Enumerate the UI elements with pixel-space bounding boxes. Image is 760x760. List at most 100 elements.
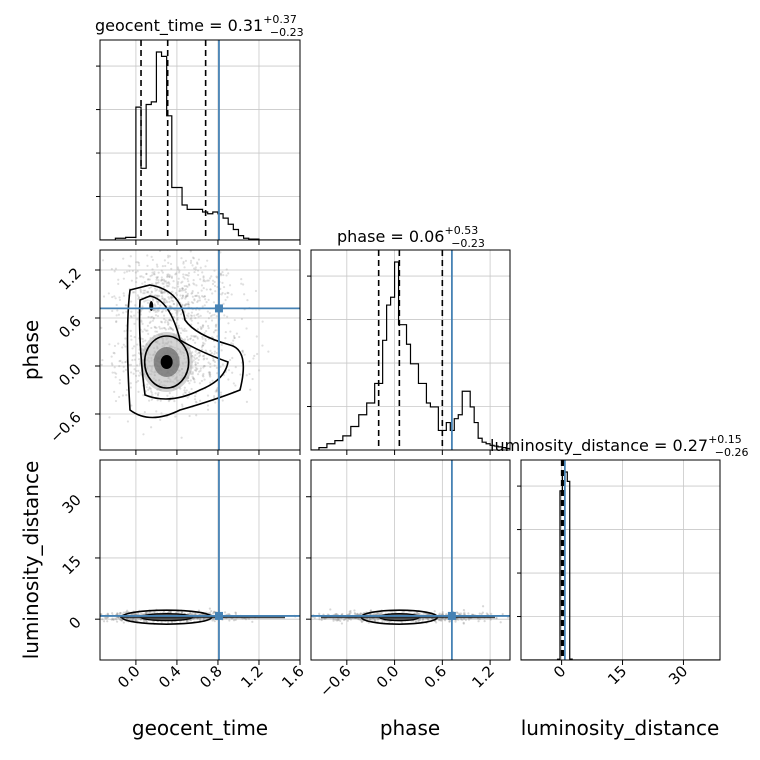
scatter-point [243, 353, 246, 356]
scatter-point [169, 295, 172, 298]
scatter-point [427, 613, 430, 616]
scatter-point [183, 284, 186, 288]
scatter-point [163, 327, 167, 330]
scatter-point [119, 611, 122, 615]
scatter-point [150, 326, 153, 330]
scatter-point [139, 371, 142, 374]
scatter-point [204, 320, 208, 323]
hist-phase-plot-area [311, 250, 510, 450]
scatter-point [155, 263, 159, 266]
scatter-point [213, 313, 216, 316]
scatter-point [202, 344, 205, 347]
title-luminosity-distance: luminosity_distance = 0.27+0.15 −0.26 [490, 433, 749, 459]
panel-border [99, 39, 301, 241]
scatter-point [158, 295, 161, 298]
scatter-point [189, 619, 193, 622]
scatter-point [197, 299, 200, 302]
scatter-point [418, 619, 421, 622]
scatter-point [213, 620, 216, 623]
scatter-point [137, 261, 141, 265]
scatter-point [178, 269, 181, 272]
scatter-point [211, 279, 215, 282]
scatter-point [129, 382, 132, 385]
hist-geocent-time-plot-area [100, 40, 300, 240]
scatter-point [155, 410, 158, 413]
scatter-point [201, 355, 205, 358]
scatter-point [244, 618, 248, 621]
scatter-point [136, 619, 139, 623]
scatter-point [176, 316, 179, 319]
scatter-point [192, 257, 196, 260]
scatter-point [171, 290, 174, 293]
scatter-point [216, 285, 219, 289]
scatter-point [221, 291, 224, 295]
scatter-point [168, 300, 171, 303]
scatter-point [181, 287, 184, 290]
scatter-point [208, 277, 212, 280]
scatter-point [183, 389, 186, 392]
scatter-point [215, 390, 219, 393]
scatter-point [168, 297, 171, 300]
scatter-point [224, 292, 227, 295]
scatter-point [463, 613, 466, 616]
scatter-point [193, 335, 196, 338]
scatter-point [187, 315, 190, 318]
scatter-point [189, 611, 192, 614]
scatter-point [137, 295, 140, 298]
scatter-point [214, 325, 218, 328]
scatter-point [234, 612, 237, 615]
scatter-point [194, 354, 197, 357]
scatter-point [151, 393, 154, 396]
scatter-point [190, 314, 194, 317]
scatter-point [145, 620, 148, 623]
scatter-point [185, 314, 189, 317]
scatter-point [163, 301, 166, 304]
scatter-point [213, 269, 216, 272]
title-geocent-time-plus: +0.37 [263, 13, 297, 26]
scatter-point [159, 399, 162, 402]
scatter-point [129, 255, 132, 258]
scatter-point [118, 613, 121, 616]
scatter-point [181, 294, 185, 297]
scatter-point [176, 313, 179, 316]
scatter-point [119, 359, 122, 362]
scatter-point [377, 617, 380, 621]
scatter-point [165, 282, 168, 285]
scatter-point [340, 622, 344, 625]
scatter-point [161, 271, 164, 274]
panel-border [310, 459, 511, 661]
scatter-point [214, 401, 217, 404]
scatter-point [417, 619, 420, 623]
scatter-point [190, 372, 193, 376]
scatter-point [151, 268, 154, 271]
scatter-point [130, 315, 133, 318]
scatter-point [111, 295, 114, 299]
scatter-point [202, 364, 206, 368]
scatter-point [167, 322, 170, 325]
scatter-point [187, 283, 191, 286]
scatter-point [141, 330, 144, 333]
scatter-point [211, 292, 214, 295]
scatter-point [213, 610, 216, 613]
scatter-point [123, 271, 126, 274]
scatter-point [110, 355, 113, 358]
scatter-point [462, 622, 465, 625]
scatter-point [117, 282, 120, 285]
scatter-point [495, 617, 498, 620]
scatter-point [160, 297, 164, 300]
scatter-point [140, 612, 143, 615]
scatter-point [183, 327, 186, 330]
scatter-point [202, 287, 205, 290]
scatter-point [198, 351, 201, 354]
scatter-point [205, 357, 209, 360]
scatter-point [110, 362, 114, 365]
scatter-point [221, 271, 224, 274]
scatter-point [170, 296, 173, 299]
scatter-point [197, 373, 200, 376]
scatter-point [194, 395, 197, 398]
scatter-point [177, 298, 180, 301]
scatter-point [219, 272, 222, 275]
scatter-point [235, 332, 239, 335]
scatter-point [126, 609, 129, 612]
scatter-point [204, 337, 207, 340]
